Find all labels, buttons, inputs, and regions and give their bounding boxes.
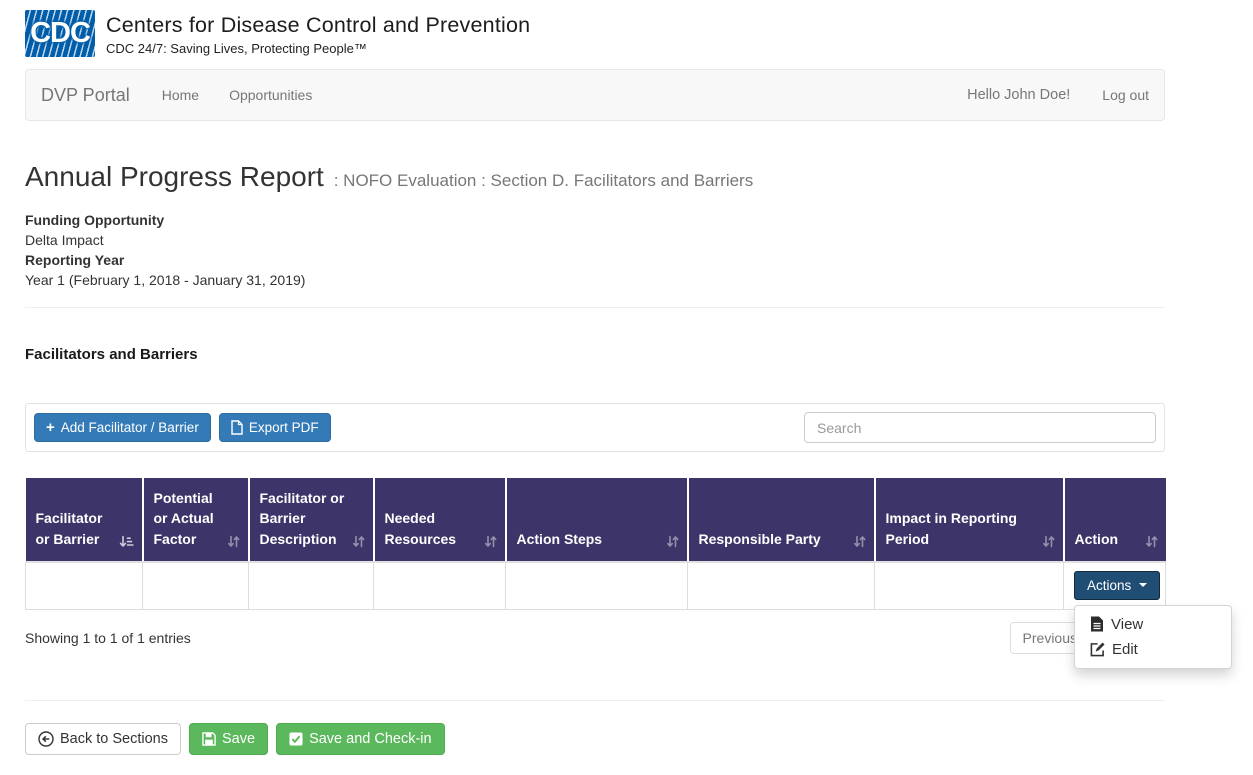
reporting-year-value: Year 1 (February 1, 2018 - January 31, 2…: [25, 272, 306, 288]
export-pdf-button[interactable]: Export PDF: [218, 413, 331, 442]
bottom-action-bar: Back to Sections Save Save and Check-in: [25, 723, 1165, 775]
sort-amount-icon: [119, 535, 134, 549]
actions-button-label: Actions: [1087, 577, 1132, 593]
column-header-action[interactable]: Action: [1062, 478, 1166, 563]
table-toolbar: + Add Facilitator / Barrier Export PDF: [25, 403, 1165, 452]
back-button-label: Back to Sections: [60, 731, 168, 748]
cdc-title: Centers for Disease Control and Preventi…: [106, 13, 531, 37]
nav-link-home[interactable]: Home: [161, 87, 200, 103]
divider: [25, 307, 1165, 308]
sort-both-icon: [484, 535, 497, 549]
caret-down-icon: [1139, 583, 1148, 588]
column-header-facilitator-or-barrier[interactable]: Facilitator or Barrier: [25, 478, 143, 563]
column-label: Action: [1074, 530, 1119, 547]
cell-impact-in-reporting-period: [874, 561, 1064, 611]
column-header-needed-resources[interactable]: Needed Resources: [372, 478, 506, 563]
dropdown-item-view[interactable]: View: [1075, 612, 1231, 637]
column-header-action-steps[interactable]: Action Steps: [504, 478, 688, 563]
sort-both-icon: [666, 535, 679, 549]
nav-link-logout[interactable]: Log out: [1102, 87, 1149, 103]
document-icon: [1090, 616, 1104, 632]
navbar: DVP Portal Home Opportunities Hello John…: [25, 69, 1165, 121]
funding-opportunity-value: Delta Impact: [25, 232, 104, 248]
divider: [25, 700, 1165, 702]
add-facilitator-barrier-button[interactable]: + Add Facilitator / Barrier: [34, 413, 211, 442]
navbar-brand[interactable]: DVP Portal: [41, 84, 130, 105]
column-label: Responsible Party: [698, 530, 821, 547]
sort-both-icon: [352, 535, 365, 549]
cdc-logo[interactable]: CDC: [25, 10, 95, 57]
nav-greeting: Hello John Doe!: [967, 87, 1071, 103]
report-meta: Funding Opportunity Delta Impact Reporti…: [25, 210, 1165, 290]
cdc-titles: Centers for Disease Control and Preventi…: [106, 11, 530, 56]
back-to-sections-button[interactable]: Back to Sections: [25, 723, 181, 756]
sort-both-icon: [1145, 535, 1158, 549]
page-title: Annual Progress Report: [25, 161, 324, 192]
save-button[interactable]: Save: [189, 723, 269, 756]
section-heading: Facilitators and Barriers: [25, 346, 198, 363]
cell-needed-resources: [373, 561, 506, 611]
cdc-tagline: CDC 24/7: Saving Lives, Protecting Peopl…: [106, 41, 367, 56]
column-label: Potential or Actual Factor: [153, 490, 214, 547]
table-row: Actions View: [25, 561, 1232, 669]
column-header-responsible-party[interactable]: Responsible Party: [686, 478, 875, 563]
column-label: Facilitator or Barrier Description: [259, 490, 345, 547]
funding-opportunity-label: Funding Opportunity: [25, 212, 165, 228]
cell-potential-or-actual-factor: [142, 561, 249, 611]
column-label: Impact in Reporting Period: [885, 510, 1017, 547]
plus-icon: +: [46, 419, 55, 436]
check-square-icon: [289, 732, 303, 746]
column-header-facilitator-or-barrier-description[interactable]: Facilitator or Barrier Description: [247, 478, 374, 563]
export-button-label: Export PDF: [248, 420, 319, 435]
save-button-label: Save: [222, 731, 256, 748]
breadcrumb: : NOFO Evaluation : Section D. Facilitat…: [333, 171, 754, 190]
cell-facilitator-or-barrier-description: [248, 561, 374, 611]
column-label: Needed Resources: [384, 510, 457, 547]
sort-both-icon: [1042, 535, 1055, 549]
circle-arrow-left-icon: [38, 731, 54, 748]
nav-link-opportunities[interactable]: Opportunities: [229, 87, 313, 103]
facilitators-barriers-table: Facilitator or Barrier: [25, 478, 1232, 669]
add-button-label: Add Facilitator / Barrier: [60, 420, 199, 435]
save-and-checkin-button[interactable]: Save and Check-in: [276, 723, 445, 756]
pdf-file-icon: [231, 420, 243, 435]
reporting-year-label: Reporting Year: [25, 252, 125, 268]
floppy-disk-icon: [202, 732, 216, 747]
entries-summary: Showing 1 to 1 of 1 entries: [25, 630, 191, 647]
sort-both-icon: [227, 535, 240, 549]
page-title-row: Annual Progress Report : NOFO Evaluation…: [25, 161, 1165, 193]
cdc-masthead: CDC Centers for Disease Control and Prev…: [25, 0, 1165, 57]
save-checkin-button-label: Save and Check-in: [309, 731, 432, 748]
dropdown-item-edit[interactable]: Edit: [1075, 637, 1231, 662]
cell-facilitator-or-barrier: [25, 561, 143, 611]
edit-label: Edit: [1112, 640, 1138, 658]
column-header-potential-or-actual-factor[interactable]: Potential or Actual Factor: [141, 478, 249, 563]
column-header-impact-in-reporting-period[interactable]: Impact in Reporting Period: [873, 478, 1064, 563]
column-label: Action Steps: [516, 530, 603, 547]
search-input[interactable]: [804, 412, 1156, 443]
cell-responsible-party: [687, 561, 875, 611]
sort-both-icon: [853, 535, 866, 549]
cell-action: Actions View: [1063, 561, 1232, 669]
edit-pencil-icon: [1090, 642, 1105, 657]
actions-dropdown-menu: View Edit: [1074, 604, 1232, 669]
view-label: View: [1111, 615, 1144, 633]
actions-dropdown-button[interactable]: Actions: [1074, 570, 1161, 600]
column-label: Facilitator or Barrier: [35, 510, 103, 547]
table-footer: Showing 1 to 1 of 1 entries Previous: [25, 622, 1165, 655]
cell-action-steps: [505, 561, 688, 611]
